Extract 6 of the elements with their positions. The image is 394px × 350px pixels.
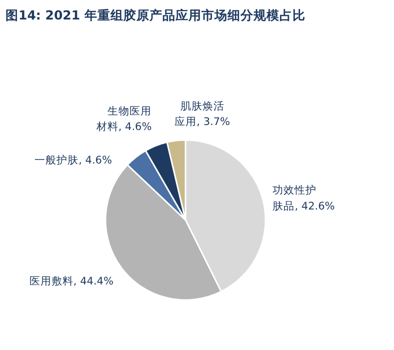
slice-label: 一般护肤, 4.6% [34, 153, 112, 166]
slice-label: 生物医用材料, 4.6% [95, 104, 152, 134]
chart-title: 图14: 2021 年重组胶原产品应用市场细分规模占比 [6, 8, 306, 22]
slice-label: 医用敷料, 44.4% [29, 274, 114, 288]
slice-label: 功效性护肤品, 42.6% [272, 184, 335, 212]
slice-label: 肌肤焕活应用, 3.7% [174, 100, 230, 128]
